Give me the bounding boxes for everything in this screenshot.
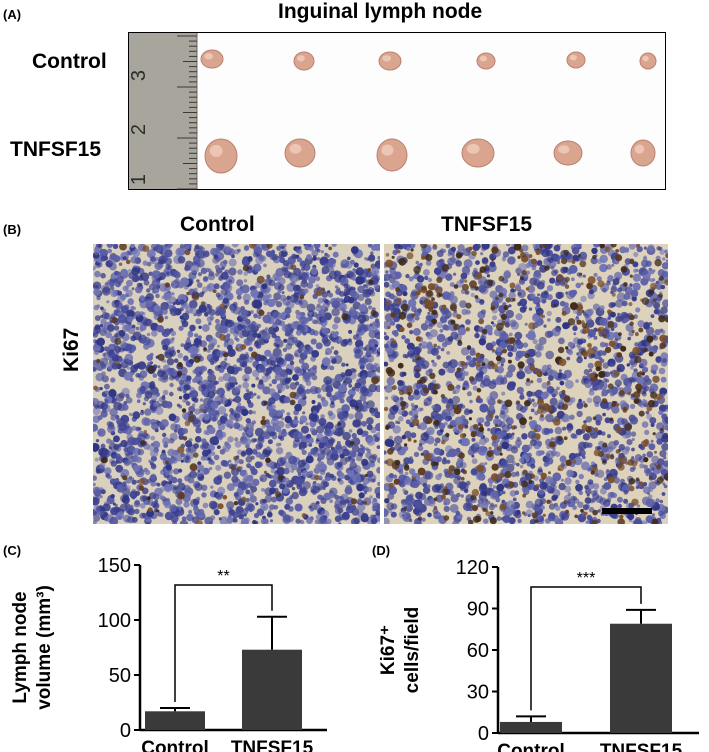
y-tick-label: 120 — [456, 557, 489, 579]
x-tick-label: TNFSF15 — [231, 738, 314, 752]
ruler-number-3: 3 — [128, 69, 151, 82]
panel-a-title: Inguinal lymph node — [278, 0, 483, 23]
significance-label: ** — [217, 568, 229, 585]
lymph-node — [566, 51, 586, 69]
y-tick-label: 50 — [109, 665, 131, 687]
bar — [145, 711, 205, 730]
y-tick-label: 30 — [467, 682, 489, 704]
panel-b-col-label-tnfsf15: TNFSF15 — [441, 213, 533, 236]
panel-b-letter: (B) — [3, 222, 22, 237]
significance-bracket — [530, 586, 642, 711]
lymph-node — [376, 138, 408, 172]
significance-label: *** — [577, 570, 596, 587]
panel-a-letter: (A) — [3, 7, 22, 22]
x-tick-label: Control — [141, 738, 209, 752]
scale-bar — [602, 508, 652, 514]
y-axis-label-line1: Lymph node — [10, 591, 31, 703]
lymph-node — [378, 51, 402, 71]
y-axis-label-line2: cells/field — [402, 607, 423, 694]
bar — [500, 721, 562, 733]
lymph-node — [553, 140, 583, 166]
bar — [242, 649, 302, 730]
y-axis-label-line1: Ki67⁺ — [378, 625, 399, 675]
lymph-node-photo — [128, 32, 666, 190]
significance-bracket — [174, 584, 273, 702]
y-tick-label: 0 — [120, 720, 131, 742]
bar — [610, 623, 672, 733]
ruler-number-2: 2 — [128, 123, 151, 136]
lymph-node — [630, 139, 656, 167]
lymph-node — [476, 52, 496, 70]
panel-c-letter: (C) — [3, 543, 22, 558]
y-tick-label: 90 — [467, 599, 489, 621]
lymph-node — [204, 138, 238, 174]
lymph-node — [200, 49, 224, 69]
y-axis-label-line2: volume (mm³) — [34, 585, 55, 710]
y-tick-label: 0 — [478, 723, 489, 745]
x-tick-label: TNFSF15 — [600, 741, 683, 752]
panel-b-row-label-ki67: Ki67 — [60, 327, 83, 372]
lymph-node — [284, 138, 316, 168]
panel-a-row-label-control: Control — [32, 50, 107, 73]
ruler-number-1: 1 — [128, 173, 151, 186]
x-tick-label: Control — [497, 741, 565, 752]
panel-d-letter: (D) — [372, 543, 391, 558]
ihc-image-control — [93, 244, 380, 524]
y-tick-label: 60 — [467, 640, 489, 662]
ihc-image-tnfsf15 — [384, 244, 668, 524]
y-tick-label: 150 — [98, 555, 131, 577]
panel-a-row-label-tnfsf15: TNFSF15 — [10, 138, 102, 161]
chart-d: 0 30 60 90 120 Control TNFSF15 *** Ki67⁺ cells/fi… — [378, 557, 699, 752]
lymph-node — [461, 138, 495, 168]
lymph-node — [639, 52, 657, 70]
lymph-node — [293, 51, 315, 71]
y-tick-label: 100 — [98, 610, 131, 632]
panel-b-col-label-control: Control — [180, 213, 255, 236]
chart-c: 0 50 100 150 Control TNFSF15 ** Lymph node volum… — [10, 555, 327, 752]
